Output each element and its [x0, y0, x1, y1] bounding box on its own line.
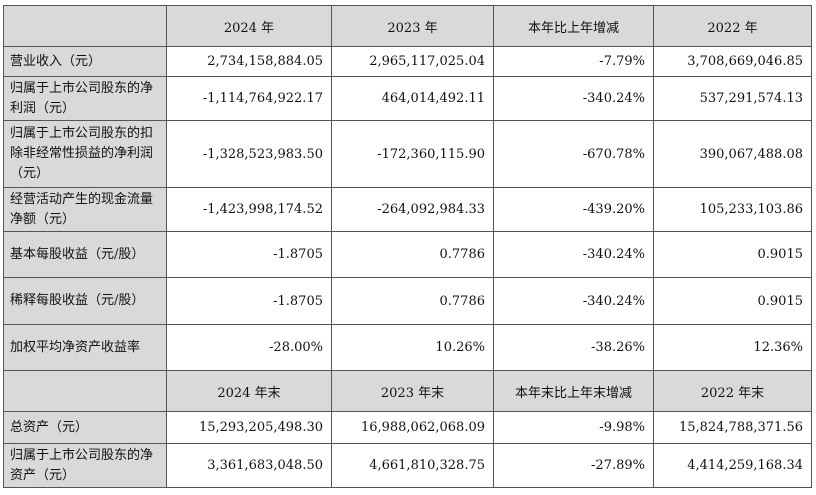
table-row: 经营活动产生的现金流量净额（元） -1,423,998,174.52 -264,09… — [3, 187, 812, 232]
table-cell: 0.9015 — [653, 277, 812, 325]
row-label: 归属于上市公司股东的净利润（元） — [3, 76, 167, 121]
column-header: 2023 年 — [331, 5, 494, 47]
row-label: 基本每股收益（元/股） — [3, 231, 167, 278]
table-cell: -340.24% — [493, 231, 654, 278]
table-cell: -340.24% — [493, 76, 654, 121]
table-cell: 2,734,158,884.05 — [166, 46, 332, 77]
table-cell: 3,708,669,046.85 — [653, 46, 812, 77]
table-cell: -38.26% — [493, 324, 654, 371]
header-row: 2024 年 2023 年本年比上年增减 2022 年 — [3, 5, 812, 47]
column-header: 2023 年末 — [331, 370, 494, 412]
table-row: 总资产（元） 15,293,205,498.30 16,988,062,068.09… — [3, 411, 812, 444]
table-row: 基本每股收益（元/股） -1.8705 0.7786 -340.24% 0.9015 — [3, 231, 812, 278]
table-cell: -1,114,764,922.17 — [166, 76, 332, 121]
column-header: 2024 年末 — [166, 370, 332, 412]
table-row: 归属于上市公司股东的净资产（元） 3,361,683,048.50 4,661,81… — [3, 443, 812, 488]
column-header: 本年比上年增减 — [493, 5, 654, 47]
table-cell: 2,965,117,025.04 — [331, 46, 494, 77]
column-header: 2024 年 — [166, 5, 332, 47]
table-cell: -9.98% — [493, 411, 654, 444]
table-cell: 390,067,488.08 — [653, 120, 812, 188]
row-label: 稀释每股收益（元/股） — [3, 277, 167, 325]
table-cell: 0.7786 — [331, 277, 494, 325]
table-cell: 105,233,103.86 — [653, 187, 812, 232]
table-row: 归属于上市公司股东的扣除非经常性损益的净利润（元） -1,328,523,983.… — [3, 120, 812, 188]
column-header: 本年末比上年末增减 — [493, 370, 654, 412]
table-cell: 15,824,788,371.56 — [653, 411, 812, 444]
table-cell: -1,423,998,174.52 — [166, 187, 332, 232]
column-header: 2022 年 — [653, 5, 812, 47]
row-label: 归属于上市公司股东的净资产（元） — [3, 443, 167, 488]
table-row: 归属于上市公司股东的净利润（元） -1,114,764,922.17 464,014… — [3, 76, 812, 121]
row-label: 营业收入（元） — [3, 46, 167, 77]
column-header: 2022 年末 — [653, 370, 812, 412]
financial-summary-table: 2024 年 2023 年本年比上年增减 2022 年营业收入（元） 2,734,15… — [3, 5, 812, 488]
table-cell: 4,414,259,168.34 — [653, 443, 812, 488]
table-cell: 3,361,683,048.50 — [166, 443, 332, 488]
table-cell: -172,360,115.90 — [331, 120, 494, 188]
header-corner — [3, 5, 167, 47]
header-corner — [3, 370, 167, 412]
table-cell: 10.26% — [331, 324, 494, 371]
table-cell: 464,014,492.11 — [331, 76, 494, 121]
table-cell: -27.89% — [493, 443, 654, 488]
row-label: 归属于上市公司股东的扣除非经常性损益的净利润（元） — [3, 120, 167, 188]
row-label: 加权平均净资产收益率 — [3, 324, 167, 371]
table-row: 稀释每股收益（元/股） -1.8705 0.7786 -340.24% 0.9015 — [3, 277, 812, 325]
table-cell: 4,661,810,328.75 — [331, 443, 494, 488]
table-cell: 0.7786 — [331, 231, 494, 278]
table-cell: 12.36% — [653, 324, 812, 371]
table-cell: -1.8705 — [166, 231, 332, 278]
table-cell: -1.8705 — [166, 277, 332, 325]
table-cell: -7.79% — [493, 46, 654, 77]
row-label: 经营活动产生的现金流量净额（元） — [3, 187, 167, 232]
table-cell: -28.00% — [166, 324, 332, 371]
table-cell: -264,092,984.33 — [331, 187, 494, 232]
table-cell: 537,291,574.13 — [653, 76, 812, 121]
table-row: 加权平均净资产收益率 -28.00% 10.26% -38.26% 12.36% — [3, 324, 812, 371]
table-cell: 15,293,205,498.30 — [166, 411, 332, 444]
row-label: 总资产（元） — [3, 411, 167, 444]
table-body: 2024 年 2023 年本年比上年增减 2022 年营业收入（元） 2,734,15… — [3, 5, 812, 488]
table-cell: -670.78% — [493, 120, 654, 188]
header-row: 2024 年末 2023 年末 本年末比上年末增减 2022 年末 — [3, 370, 812, 412]
table-cell: -439.20% — [493, 187, 654, 232]
table-row: 营业收入（元） 2,734,158,884.05 2,965,117,025.04-… — [3, 46, 812, 77]
table-cell: -1,328,523,983.50 — [166, 120, 332, 188]
table-cell: 0.9015 — [653, 231, 812, 278]
table-cell: -340.24% — [493, 277, 654, 325]
table-cell: 16,988,062,068.09 — [331, 411, 494, 444]
